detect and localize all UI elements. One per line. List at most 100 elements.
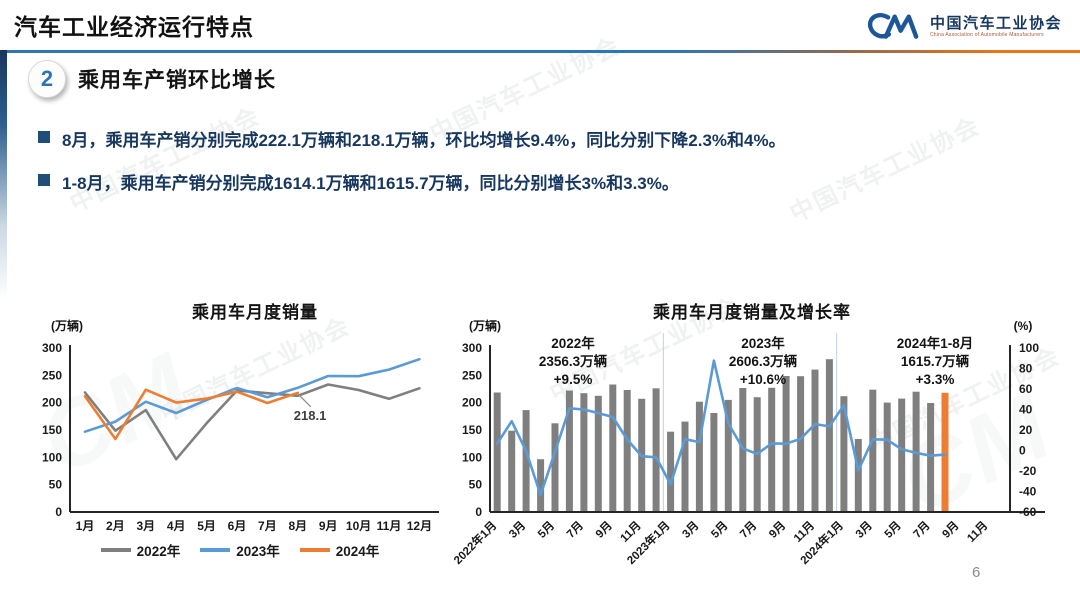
left-accent-bar <box>0 50 7 300</box>
sales-bar <box>667 431 675 512</box>
logo-name-en: China Association of Automobile Manufact… <box>929 31 1044 38</box>
sales-bar <box>854 439 862 512</box>
annotation-2024: 2024年1-8月 1615.7万辆 +3.3% <box>870 335 1000 390</box>
annotation-line: +10.6% <box>739 372 787 388</box>
y-tick-label-left: 100 <box>462 450 482 464</box>
legend-item: 2023年 <box>200 540 280 560</box>
sales-bar <box>594 395 602 512</box>
x-tick-label: 9月 <box>766 519 788 541</box>
y-axis-unit: (万辆) <box>51 318 83 333</box>
sales-bar <box>609 384 617 512</box>
x-tick-label: 7月 <box>737 519 759 541</box>
annotation-value: 218.1 <box>294 408 327 423</box>
series-line-2023年 <box>83 357 421 433</box>
y-tick-label: 300 <box>42 341 62 355</box>
annotation-line: +3.3% <box>915 372 955 388</box>
x-tick-label: 9月 <box>940 519 962 541</box>
x-tick-label: 7月 <box>564 519 586 541</box>
bullet-text: 1-8月，乘用车产销分别完成1614.1万辆和1615.7万辆，同比分别增长3%… <box>62 174 679 193</box>
annotation-line: +9.5% <box>553 372 593 388</box>
x-tick-label: 12月 <box>407 519 432 533</box>
sales-bar <box>825 359 833 512</box>
line-chart-canvas: 乘用车月度销量 (万辆) 0 50 100 150 200 250 300 1月 2月 3月 4月 5… <box>42 302 439 533</box>
y-tick-label: 250 <box>42 368 62 382</box>
bullet-square-icon <box>38 131 50 143</box>
annotation-line: 2023年 <box>741 336 785 351</box>
x-tick-label: 11月 <box>618 519 644 545</box>
y-tick-label-right: 40 <box>1019 403 1033 417</box>
y-tick-label-left: 150 <box>462 423 482 437</box>
annotation-line: 2606.3万辆 <box>728 354 798 370</box>
sales-bar <box>580 393 588 512</box>
x-tick-label: 11月 <box>377 519 402 533</box>
x-tick-label: 4月 <box>167 519 186 533</box>
chart-title: 乘用车月度销量及增长率 <box>652 302 851 322</box>
x-tick-label: 5月 <box>882 519 904 541</box>
x-tick-label: 11月 <box>791 519 817 545</box>
sales-bar <box>652 388 660 512</box>
y-tick-label-left: 300 <box>462 341 482 355</box>
x-tick-label: 9月 <box>319 519 338 533</box>
annotation-2022: 2022年 2356.3万辆 +9.5% <box>508 335 638 390</box>
legend-swatch <box>200 548 231 552</box>
annotation-2023: 2023年 2606.3万辆 +10.6% <box>698 335 828 390</box>
x-tick-label: 3月 <box>680 519 702 541</box>
sales-bar <box>508 430 516 512</box>
section-title: 乘用车产销环比增长 <box>78 69 276 92</box>
header-divider <box>0 50 1080 53</box>
legend-item: 2024年 <box>299 540 380 560</box>
legend-label: 2024年 <box>335 544 380 559</box>
growth-rate-line <box>495 359 947 497</box>
sales-bar <box>811 369 819 512</box>
sales-bar <box>565 390 573 512</box>
x-tick-label: 9月 <box>593 519 615 541</box>
legend-label: 2023年 <box>236 544 280 559</box>
legend-swatch <box>299 548 330 552</box>
caam-logo-icon <box>867 12 919 39</box>
watermark-text: 中国汽车工业协会 <box>65 102 265 218</box>
x-tick-label: 6月 <box>228 519 247 533</box>
sales-bar <box>695 401 703 512</box>
sales-bar <box>724 399 732 512</box>
annotation-leader-line <box>298 394 312 408</box>
logo-name-cn: 中国汽车工业协会 <box>929 15 1062 32</box>
y-tick-label: 50 <box>49 478 63 492</box>
x-tick-label: 7月 <box>911 519 933 541</box>
sales-bar <box>681 421 689 512</box>
sales-bar <box>768 387 776 512</box>
series-line-2022年 <box>83 383 421 461</box>
y-tick-label-left: 0 <box>475 505 482 519</box>
y-tick-label-right: -20 <box>1019 464 1037 478</box>
y-tick-label-right: -60 <box>1019 505 1037 519</box>
x-tick-label: 3月 <box>136 519 155 533</box>
sales-bar <box>898 398 906 512</box>
sales-bar <box>623 390 631 512</box>
sales-bar <box>941 392 949 512</box>
x-tick-label: 3月 <box>506 519 528 541</box>
chart-legend: 2022年 2023年 2024年 <box>55 540 425 560</box>
sales-and-growth-combo-chart: 乘用车月度销量及增长率 (万辆) (%) 0 50 100 150 200 250 300-… <box>445 293 1070 593</box>
sales-bar <box>869 389 877 512</box>
caam-logo: 中国汽车工业协会 China Association of Automobile… <box>866 7 1062 47</box>
sales-bar <box>493 392 501 512</box>
legend-label: 2022年 <box>136 544 181 559</box>
sales-bar <box>710 413 718 512</box>
y-tick-label: 150 <box>42 423 62 437</box>
x-tick-label: 7月 <box>258 519 277 533</box>
x-tick-label: 8月 <box>288 519 307 533</box>
sales-bar <box>927 403 935 512</box>
y-tick-label-right: 80 <box>1019 362 1033 376</box>
x-tick-label: 11月 <box>965 519 991 545</box>
annotation-line: 2356.3万辆 <box>538 354 608 370</box>
monthly-sales-line-chart: 乘用车月度销量 (万辆) 0 50 100 150 200 250 300 1月 2月 3月 4月 5… <box>15 293 450 593</box>
y-tick-label-right: 100 <box>1019 341 1039 355</box>
series-line-2024年 <box>83 388 300 441</box>
annotation-line: 2024年1-8月 <box>896 336 974 351</box>
sales-bar <box>883 402 891 512</box>
x-tick-label: 10月 <box>346 519 371 533</box>
bullet-item: 8月，乘用车产销分别完成222.1万辆和218.1万辆，环比均增长9.4%，同比… <box>38 126 786 151</box>
y-tick-label: 200 <box>42 396 62 410</box>
bullet-text: 8月，乘用车产销分别完成222.1万辆和218.1万辆，环比均增长9.4%，同比… <box>62 131 786 150</box>
bullet-item: 1-8月，乘用车产销分别完成1614.1万辆和1615.7万辆，同比分别增长3%… <box>38 169 679 194</box>
